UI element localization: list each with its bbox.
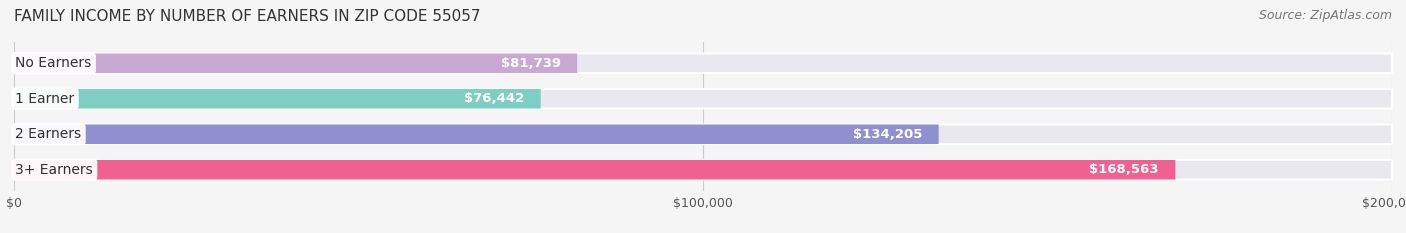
Text: FAMILY INCOME BY NUMBER OF EARNERS IN ZIP CODE 55057: FAMILY INCOME BY NUMBER OF EARNERS IN ZI… [14, 9, 481, 24]
Text: No Earners: No Earners [15, 56, 91, 70]
FancyBboxPatch shape [14, 89, 1392, 109]
Text: 2 Earners: 2 Earners [15, 127, 82, 141]
Text: $81,739: $81,739 [501, 57, 561, 70]
Text: $76,442: $76,442 [464, 92, 524, 105]
FancyBboxPatch shape [14, 124, 939, 144]
FancyBboxPatch shape [14, 160, 1175, 179]
FancyBboxPatch shape [14, 54, 1392, 73]
Text: $134,205: $134,205 [853, 128, 922, 141]
FancyBboxPatch shape [14, 54, 578, 73]
Text: $168,563: $168,563 [1090, 163, 1159, 176]
FancyBboxPatch shape [14, 89, 541, 109]
FancyBboxPatch shape [14, 160, 1392, 179]
FancyBboxPatch shape [14, 124, 1392, 144]
Text: 1 Earner: 1 Earner [15, 92, 75, 106]
Text: 3+ Earners: 3+ Earners [15, 163, 93, 177]
Text: Source: ZipAtlas.com: Source: ZipAtlas.com [1258, 9, 1392, 22]
